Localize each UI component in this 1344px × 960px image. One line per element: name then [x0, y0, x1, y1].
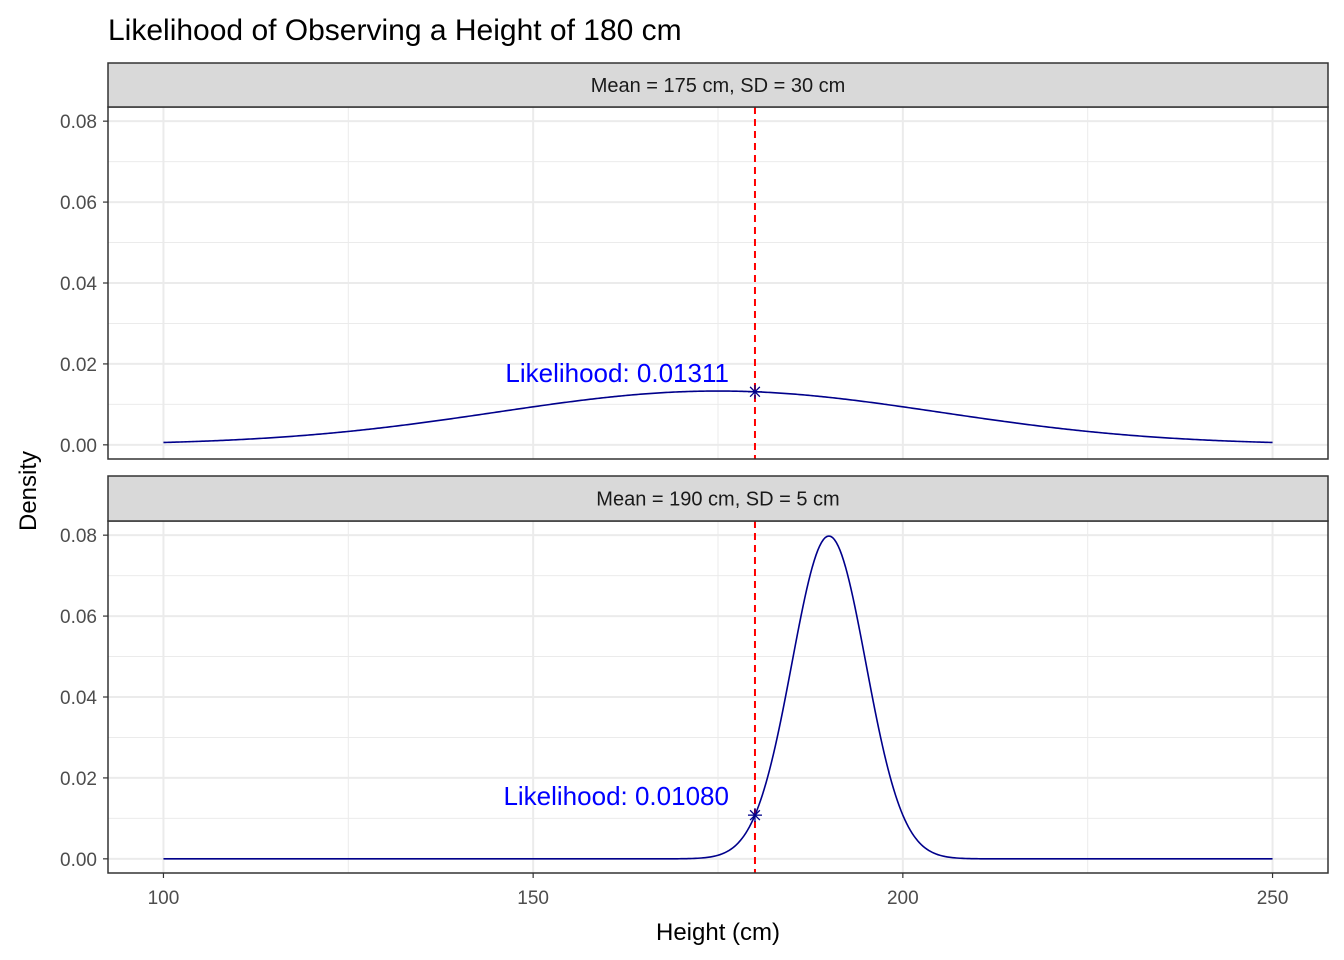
- likelihood-annotation: Likelihood: 0.01080: [503, 781, 729, 811]
- x-tick-label: 100: [148, 888, 180, 909]
- likelihood-point-stroke: [749, 386, 761, 398]
- panels: 0.00 0.02 0.04 0.06 0.08 Likelihood: 0.01311 M…: [60, 62, 1329, 874]
- likelihood-point: [747, 384, 762, 399]
- panel-2: 0.00 0.02 0.04 0.06 0.08 Likelihood: 0.01080 M…: [60, 475, 1329, 874]
- y-tick-label: 0.04: [60, 274, 97, 295]
- y-tick-label: 0.06: [60, 193, 97, 214]
- density-curve: [163, 390, 1273, 444]
- facet-strip-label: Mean = 175 cm, SD = 30 cm: [591, 75, 846, 97]
- y-axis-label: Density: [15, 451, 42, 531]
- x-tick-label: 150: [517, 888, 549, 909]
- panel-1: 0.00 0.02 0.04 0.06 0.08 Likelihood: 0.01311 M…: [60, 62, 1329, 460]
- y-tick-label: 0.02: [60, 769, 97, 790]
- y-tick-label: 0.08: [60, 526, 97, 547]
- likelihood-point-stroke: [749, 809, 761, 821]
- y-tick-label: 0.00: [60, 436, 97, 457]
- y-tick-label: 0.02: [60, 355, 97, 376]
- x-tick-label: 250: [1257, 888, 1289, 909]
- x-tick-label: 200: [887, 888, 919, 909]
- y-tick-label: 0.06: [60, 607, 97, 628]
- density-curve: [163, 535, 1273, 860]
- facet-strip: [107, 475, 1329, 522]
- x-axis-label: Height (cm): [656, 919, 780, 946]
- y-tick-label: 0.08: [60, 112, 97, 133]
- likelihood-point: [747, 808, 762, 823]
- y-tick-label: 0.04: [60, 688, 97, 709]
- y-tick-label: 0.00: [60, 850, 97, 871]
- facet-strip-label: Mean = 190 cm, SD = 5 cm: [596, 489, 839, 511]
- facet-strip: [107, 62, 1329, 108]
- likelihood-annotation: Likelihood: 0.01311: [505, 358, 729, 388]
- chart-title: Likelihood of Observing a Height of 180 …: [108, 14, 682, 47]
- x-axis: 100 150 200 250: [148, 873, 1289, 909]
